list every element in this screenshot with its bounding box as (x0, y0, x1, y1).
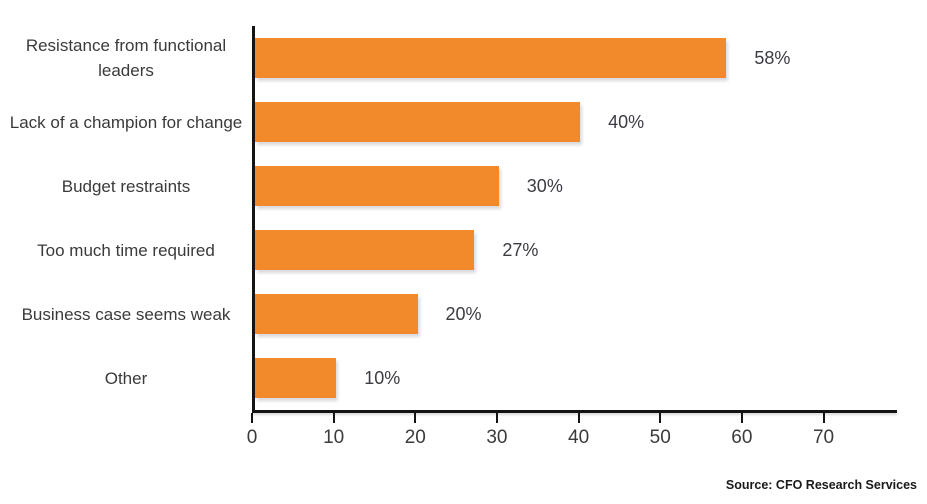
axis-tick-label: 10 (323, 427, 345, 448)
axis-tick-mark (414, 413, 417, 423)
value-label: 58% (754, 47, 791, 68)
value-label: 30% (526, 175, 563, 196)
value-label: 27% (502, 239, 539, 260)
axis-tick-label: 0 (246, 427, 258, 448)
value-label: 10% (364, 367, 401, 388)
axis-tick-mark (251, 413, 253, 423)
category-label: Too much time required (37, 240, 215, 260)
chart-row: 20% (252, 282, 897, 346)
chart-row: 58% (252, 26, 897, 90)
plot-area: 58% 40% 30% 27% 20% 10% (252, 26, 897, 413)
axis-tick-mark (659, 413, 662, 423)
bar (255, 230, 475, 270)
chart-row: 27% (252, 218, 897, 282)
category-label: Other (104, 368, 148, 388)
axis-tick-label: 20 (404, 427, 426, 448)
chart-row: 40% (252, 90, 897, 154)
axis-tick-label: 30 (486, 427, 508, 448)
bar (255, 294, 418, 334)
category-label: Lack of a champion for change (9, 112, 243, 132)
bar (255, 102, 581, 142)
axis-tick-label: 60 (731, 427, 753, 448)
category-label: Budget restraints (61, 176, 191, 196)
axis-tick-mark (332, 413, 335, 423)
bar (255, 38, 727, 78)
category-label: Business case seems weak (21, 304, 231, 324)
y-axis-line (252, 26, 255, 410)
axis-tick-mark (822, 413, 825, 423)
axis-tick-label: 70 (812, 427, 835, 448)
source-note: Source: CFO Research Services (725, 478, 917, 492)
axis-tick-mark (577, 413, 580, 423)
axis-tick-label: 40 (568, 427, 590, 448)
bar (255, 358, 337, 398)
value-label: 20% (445, 303, 482, 324)
value-label: 40% (608, 111, 645, 132)
x-axis: 0 10 20 30 40 50 60 70 (247, 413, 897, 461)
category-axis: Resistance from functional leaders Lack … (0, 26, 252, 410)
category-label: Resistance from functional leaders (25, 36, 227, 80)
chart-row: 30% (252, 154, 897, 218)
axis-tick-mark (740, 413, 743, 423)
axis-tick-mark (495, 413, 498, 423)
bar (255, 166, 499, 206)
chart-area: Resistance from functional leaders Lack … (0, 26, 927, 413)
axis-tick-label: 50 (649, 427, 671, 448)
x-axis-line (252, 410, 897, 413)
chart-row: 10% (252, 346, 897, 410)
